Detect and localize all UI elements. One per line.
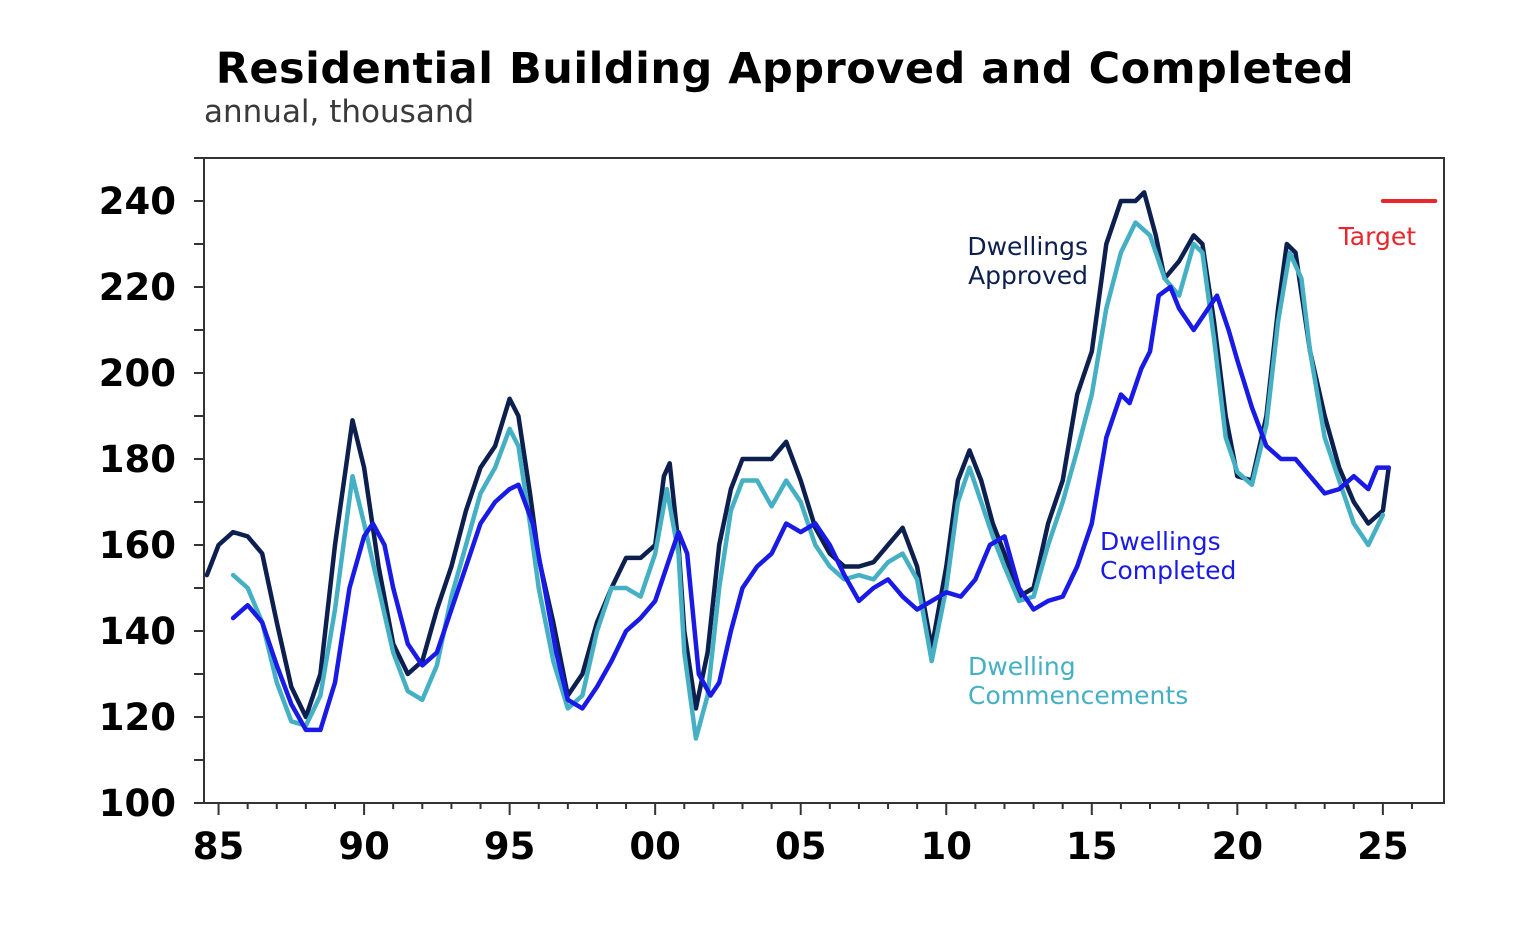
x-tick-label: 20 — [1212, 825, 1264, 868]
y-tick-label: 180 — [99, 438, 176, 481]
x-tick-label: 05 — [775, 825, 827, 868]
x-tick-label: 85 — [193, 825, 245, 868]
y-tick-label: 100 — [99, 782, 176, 825]
x-tick-label: 00 — [629, 825, 681, 868]
series-label-dwellings-completed: Dwellings Completed — [1100, 527, 1236, 585]
y-tick-label: 140 — [99, 610, 176, 653]
chart-title: Residential Building Approved and Comple… — [215, 44, 1355, 94]
chart-subtitle: annual, thousand — [204, 94, 475, 130]
series-labels: Dwellings Approved Dwelling Commencements Dw… — [967, 222, 1416, 710]
x-tick-label: 90 — [338, 825, 390, 868]
series-line-dwelling-commencements — [230, 220, 1386, 741]
series-label-dwelling-commencements: Dwelling Commencements — [968, 652, 1188, 710]
x-tick-label: 10 — [921, 825, 973, 868]
x-tick-label: 25 — [1357, 825, 1409, 868]
y-tick-label: 240 — [99, 180, 176, 223]
x-tick-label: 15 — [1066, 825, 1118, 868]
x-tick-label: 95 — [484, 825, 536, 868]
y-tick-label: 220 — [99, 266, 176, 309]
series-label-dwellings-approved: Dwellings Approved — [967, 232, 1088, 290]
y-tick-label: 200 — [99, 352, 176, 395]
series-layer — [204, 190, 1438, 741]
series-line-dwellings-completed — [230, 284, 1391, 733]
axis-ticks: 100 120 140 160 180 200 220 240 85 90 95 00 05 10 15 20… — [99, 157, 1413, 868]
y-tick-label: 120 — [99, 696, 176, 739]
y-tick-label: 160 — [99, 524, 176, 567]
series-label-target: Target — [1338, 222, 1417, 251]
plot-frame — [203, 157, 1445, 804]
series-line-dwellings-approved — [204, 190, 1391, 720]
